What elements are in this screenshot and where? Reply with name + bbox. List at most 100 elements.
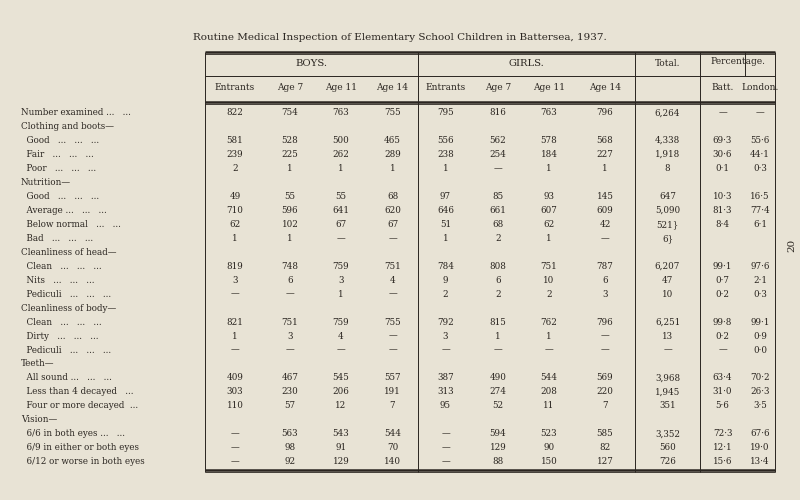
- Text: 821: 821: [226, 318, 243, 326]
- Text: 763: 763: [541, 108, 558, 117]
- Text: 72·3: 72·3: [713, 430, 732, 438]
- Text: GIRLS.: GIRLS.: [509, 58, 544, 68]
- Text: 646: 646: [437, 206, 454, 215]
- Text: 0·1: 0·1: [715, 164, 730, 173]
- Text: Total.: Total.: [654, 60, 680, 68]
- Text: 274: 274: [490, 388, 506, 396]
- Text: 562: 562: [490, 136, 506, 145]
- Text: 97: 97: [440, 192, 451, 201]
- Text: —: —: [663, 346, 672, 354]
- Text: 815: 815: [490, 318, 506, 326]
- Text: 467: 467: [282, 374, 298, 382]
- Text: 578: 578: [541, 136, 558, 145]
- Text: 93: 93: [543, 192, 554, 201]
- Text: 70: 70: [387, 444, 398, 452]
- Text: 523: 523: [541, 430, 558, 438]
- Text: 127: 127: [597, 457, 614, 466]
- Text: 6/9 in either or both eyes: 6/9 in either or both eyes: [21, 444, 139, 452]
- Text: 751: 751: [384, 262, 401, 271]
- Text: 784: 784: [437, 262, 454, 271]
- Text: —: —: [230, 444, 239, 452]
- Text: —: —: [337, 346, 346, 354]
- Text: 500: 500: [333, 136, 350, 145]
- Text: —: —: [441, 457, 450, 466]
- Text: —: —: [601, 332, 610, 340]
- Text: 647: 647: [659, 192, 676, 201]
- Text: Clothing and boots—: Clothing and boots—: [21, 122, 114, 131]
- Text: 67: 67: [335, 220, 346, 229]
- Text: 31·0: 31·0: [713, 388, 732, 396]
- Text: —: —: [494, 346, 502, 354]
- Text: 88: 88: [492, 457, 504, 466]
- Text: 63·4: 63·4: [713, 374, 732, 382]
- Text: 710: 710: [226, 206, 243, 215]
- Text: Age 11: Age 11: [533, 84, 565, 92]
- Text: 1,945: 1,945: [655, 388, 680, 396]
- Text: 97·6: 97·6: [750, 262, 770, 271]
- Text: 792: 792: [437, 318, 454, 326]
- Text: 556: 556: [437, 136, 454, 145]
- Text: 1: 1: [495, 332, 501, 340]
- Text: Number examined ...   ...: Number examined ... ...: [21, 108, 131, 117]
- Text: 751: 751: [541, 262, 558, 271]
- Text: 49: 49: [230, 192, 241, 201]
- Text: —: —: [601, 234, 610, 243]
- Text: 95: 95: [440, 402, 451, 410]
- Text: 10: 10: [662, 290, 673, 298]
- Text: 1: 1: [287, 234, 293, 243]
- Text: —: —: [718, 108, 727, 117]
- Text: 184: 184: [541, 150, 558, 159]
- Text: 641: 641: [333, 206, 350, 215]
- Text: 620: 620: [384, 206, 401, 215]
- Text: 67: 67: [387, 220, 398, 229]
- Text: 0·9: 0·9: [753, 332, 767, 340]
- Text: 3: 3: [232, 276, 238, 284]
- Text: 1: 1: [546, 234, 552, 243]
- Text: Vision—: Vision—: [21, 416, 58, 424]
- Text: 99·8: 99·8: [713, 318, 732, 326]
- Text: 2: 2: [442, 290, 448, 298]
- Text: 1,918: 1,918: [655, 150, 680, 159]
- Text: London.: London.: [742, 84, 778, 92]
- Text: 543: 543: [333, 430, 350, 438]
- Text: Less than 4 decayed   ...: Less than 4 decayed ...: [21, 388, 134, 396]
- Text: All sound ...   ...   ...: All sound ... ... ...: [21, 374, 112, 382]
- Text: Percentage.: Percentage.: [710, 56, 765, 66]
- Text: —: —: [545, 346, 554, 354]
- Text: 52: 52: [493, 402, 503, 410]
- Text: 409: 409: [226, 374, 243, 382]
- Text: 1: 1: [442, 164, 448, 173]
- Text: 748: 748: [282, 262, 298, 271]
- Text: Nutrition—: Nutrition—: [21, 178, 71, 187]
- Text: —: —: [230, 290, 239, 298]
- Text: 30·6: 30·6: [713, 150, 732, 159]
- Text: 1: 1: [338, 164, 344, 173]
- Text: 20: 20: [787, 238, 797, 252]
- Text: 6: 6: [495, 276, 501, 284]
- Text: 6: 6: [287, 276, 293, 284]
- Text: —: —: [230, 346, 239, 354]
- Text: 6,251: 6,251: [655, 318, 680, 326]
- Text: 303: 303: [226, 388, 243, 396]
- Text: 47: 47: [662, 276, 673, 284]
- Text: 594: 594: [490, 430, 506, 438]
- Text: —: —: [388, 234, 397, 243]
- Text: 42: 42: [599, 220, 610, 229]
- Text: 560: 560: [659, 444, 676, 452]
- Text: 661: 661: [490, 206, 506, 215]
- Text: 568: 568: [597, 136, 614, 145]
- Text: 81·3: 81·3: [713, 206, 732, 215]
- Text: —: —: [388, 346, 397, 354]
- Text: 44·1: 44·1: [750, 150, 770, 159]
- Text: —: —: [230, 430, 239, 438]
- Text: —: —: [286, 346, 294, 354]
- Text: 6}: 6}: [662, 234, 673, 243]
- Text: Clean   ...   ...   ...: Clean ... ... ...: [21, 318, 102, 326]
- Text: 816: 816: [490, 108, 506, 117]
- Text: 68: 68: [387, 192, 398, 201]
- Text: 6: 6: [602, 276, 608, 284]
- Text: 1: 1: [602, 164, 608, 173]
- Text: 609: 609: [597, 206, 614, 215]
- Text: 521}: 521}: [656, 220, 678, 229]
- Text: —: —: [756, 108, 764, 117]
